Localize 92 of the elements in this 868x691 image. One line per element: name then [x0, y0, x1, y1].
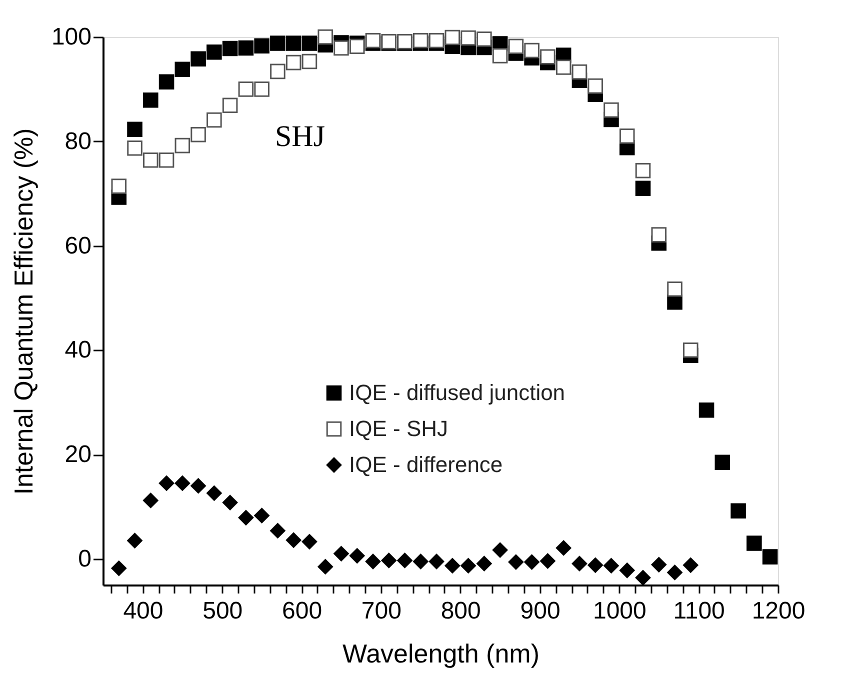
point [206, 44, 222, 60]
point [572, 556, 588, 572]
point [540, 49, 556, 64]
y-tick-label: 60 [64, 232, 92, 260]
point [365, 554, 381, 570]
point [318, 559, 333, 574]
point [604, 102, 619, 118]
point [604, 558, 619, 574]
point [286, 36, 302, 51]
point [302, 534, 318, 550]
point [238, 40, 254, 56]
legend-label: IQE - diffused junction [349, 380, 566, 405]
point [476, 556, 492, 572]
point [619, 562, 635, 578]
point [238, 510, 254, 526]
point [206, 486, 222, 501]
point [746, 536, 762, 551]
point [254, 508, 270, 524]
point [476, 31, 492, 47]
point [667, 294, 682, 310]
point [222, 494, 238, 510]
point [334, 546, 349, 562]
x-tick-label: 1000 [592, 598, 646, 624]
legend-label: IQE - SHJ [349, 416, 448, 441]
point [254, 38, 270, 54]
point [444, 558, 460, 574]
point [286, 532, 302, 548]
point [158, 74, 174, 90]
x-axis-title: Wavelength (nm) [342, 638, 540, 668]
point [460, 30, 476, 46]
y-tick-label: 80 [64, 128, 92, 155]
point [714, 454, 730, 470]
y-tick-label: 40 [64, 336, 92, 364]
point [397, 552, 412, 568]
point [683, 558, 698, 573]
point [190, 51, 206, 67]
point [460, 558, 476, 574]
point [428, 554, 444, 570]
x-tick-label: 700 [361, 598, 402, 624]
y-tick-label: 0 [78, 545, 92, 572]
point [318, 29, 333, 45]
point [635, 180, 651, 196]
annotation: SHJ [275, 120, 326, 153]
point [127, 532, 142, 548]
point [174, 476, 190, 491]
point [667, 564, 682, 580]
x-tick-label: 900 [520, 598, 560, 624]
point [111, 178, 127, 194]
x-tick-label: 1200 [752, 598, 806, 624]
point [698, 402, 714, 418]
point [492, 542, 508, 558]
point [349, 38, 365, 54]
point [111, 560, 127, 576]
point [143, 92, 158, 108]
point [190, 478, 206, 494]
point [381, 552, 397, 568]
legend-label: IQE - difference [349, 452, 503, 477]
point [174, 62, 190, 77]
point [270, 36, 286, 51]
point [127, 122, 142, 138]
point [762, 549, 778, 564]
y-tick-label: 100 [51, 24, 92, 50]
point [588, 78, 603, 94]
point [334, 40, 349, 56]
point [524, 554, 540, 570]
x-tick-label: 600 [282, 598, 322, 624]
y-axis-title: Internal Quantum Efficiency (%) [8, 128, 38, 495]
point [730, 503, 746, 519]
point [349, 548, 365, 564]
point [158, 476, 174, 491]
point [508, 38, 524, 54]
x-tick-label: 800 [440, 598, 481, 624]
point [572, 64, 588, 80]
point [524, 42, 540, 58]
point [413, 554, 428, 570]
point [540, 553, 556, 569]
y-tick-label: 20 [64, 441, 92, 468]
point [651, 227, 667, 242]
x-tick-label: 500 [202, 598, 243, 624]
x-tick-label: 400 [123, 598, 164, 624]
point [588, 558, 603, 573]
point [143, 492, 158, 508]
point [222, 40, 238, 56]
point [508, 554, 524, 570]
point [635, 570, 651, 586]
x-tick-label: 1100 [673, 598, 725, 624]
point [270, 523, 286, 538]
point [556, 540, 572, 556]
point [683, 342, 698, 358]
point [444, 30, 460, 46]
point [651, 557, 667, 572]
point [302, 36, 318, 51]
